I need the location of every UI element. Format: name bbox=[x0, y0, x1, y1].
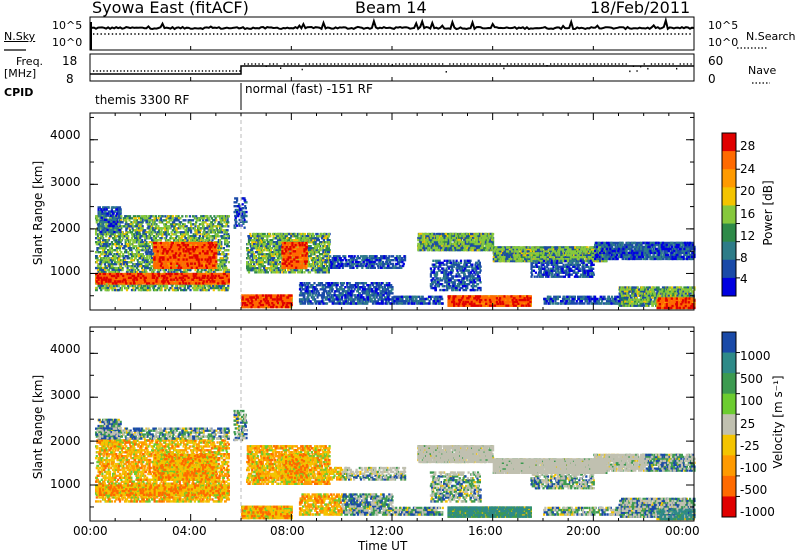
velocity-cb-tick-neg500: -500 bbox=[740, 483, 768, 497]
velocity-colorbar-swatch-2 bbox=[722, 373, 736, 395]
velocity-cb-tick-100: 100 bbox=[740, 394, 763, 408]
power-cells-5 bbox=[95, 241, 696, 310]
power-cb-tick-16: 16 bbox=[740, 207, 756, 221]
cpid-label: CPID bbox=[4, 86, 34, 99]
velocity-ytick-2000: 2000 bbox=[50, 434, 81, 448]
velocity-cb-tick-1000: 1000 bbox=[740, 349, 771, 363]
velocity-cb-tick-neg100: -100 bbox=[740, 461, 768, 475]
nave-label: Nave bbox=[748, 64, 777, 77]
power-cells-6 bbox=[95, 241, 696, 310]
nave-tick-top: 60 bbox=[708, 54, 724, 68]
velocity-colorbar-swatch-3 bbox=[722, 393, 736, 415]
xtick-0000: 00:00 bbox=[73, 524, 108, 538]
power-colorbar-swatch-4 bbox=[722, 205, 736, 225]
nsky-tick-bottom: 10^0 bbox=[52, 36, 83, 49]
cpid-mode-normal: normal (fast) -151 RF bbox=[245, 82, 373, 96]
xtick-0400: 04:00 bbox=[172, 524, 207, 538]
date-label: 18/Feb/2011 bbox=[590, 0, 691, 17]
power-ytick-3000: 3000 bbox=[50, 175, 81, 189]
nsearch-tick-top: 10^5 bbox=[708, 19, 739, 32]
power-cb-tick-24: 24 bbox=[740, 162, 756, 176]
power-cells-2 bbox=[95, 197, 696, 307]
beam-label: Beam 14 bbox=[355, 0, 427, 17]
velocity-ytick-3000: 3000 bbox=[50, 388, 81, 402]
velocity-cells-6 bbox=[96, 411, 696, 518]
power-ytick-1000: 1000 bbox=[50, 264, 81, 278]
power-ytick-4000: 4000 bbox=[50, 128, 81, 142]
velocity-colorbar-swatch-5 bbox=[722, 434, 736, 456]
velocity-cb-tick-500: 500 bbox=[740, 372, 763, 386]
nsky-trace bbox=[90, 16, 695, 31]
velocity-cells-7 bbox=[447, 506, 696, 521]
freq-panel-frame bbox=[89, 53, 695, 82]
power-colorbar-swatch-2 bbox=[722, 169, 736, 188]
xtick-1200: 12:00 bbox=[369, 524, 404, 538]
xlabel: Time UT bbox=[358, 539, 408, 553]
velocity-colorbar-swatch-0 bbox=[722, 332, 736, 354]
power-colorbar-frame bbox=[721, 132, 737, 297]
nsearch-label: N.Search bbox=[746, 30, 796, 43]
power-ytick-2000: 2000 bbox=[50, 221, 81, 235]
power-colorbar-swatch-0 bbox=[722, 133, 736, 152]
freq-tick-bottom: 8 bbox=[66, 72, 74, 86]
velocity-colorbar-swatch-1 bbox=[722, 352, 736, 374]
freq-label: Freq. bbox=[16, 55, 44, 68]
nsky-tick-top: 10^5 bbox=[52, 19, 83, 32]
power-colorbar-swatch-8 bbox=[722, 277, 736, 297]
power-colorbar-swatch-7 bbox=[722, 259, 736, 279]
velocity-colorbar-swatch-6 bbox=[722, 455, 736, 477]
xtick-1600: 16:00 bbox=[468, 524, 503, 538]
nave-tick-bottom: 0 bbox=[708, 72, 716, 86]
velocity-ytick-1000: 1000 bbox=[50, 477, 81, 491]
freq-unit: [MHz] bbox=[4, 67, 37, 80]
nsearch-tick-bottom: 10^0 bbox=[708, 36, 739, 49]
velocity-cb-tick-neg1000: -1000 bbox=[740, 505, 775, 519]
velocity-colorbar-swatch-4 bbox=[722, 414, 736, 436]
power-cb-tick-12: 12 bbox=[740, 229, 756, 243]
power-colorbar-swatch-6 bbox=[722, 241, 736, 261]
xtick-2000: 20:00 bbox=[566, 524, 601, 538]
velocity-cells-5 bbox=[95, 413, 696, 518]
velocity-colorbar-swatch-8 bbox=[722, 496, 736, 518]
nsky-label: N.Sky bbox=[4, 30, 36, 43]
velocity-cells-2 bbox=[95, 411, 696, 521]
velocity-cb-tick-neg25: -25 bbox=[740, 439, 760, 453]
power-colorbar-swatch-3 bbox=[722, 187, 736, 206]
xtick-0800: 08:00 bbox=[270, 524, 305, 538]
power-cells-3 bbox=[95, 215, 696, 310]
velocity-colorbar-swatch-7 bbox=[722, 475, 736, 497]
power-cb-tick-28: 28 bbox=[740, 139, 756, 153]
freq-tick-top: 18 bbox=[62, 54, 78, 68]
power-colorbar-swatch-1 bbox=[722, 151, 736, 170]
power-cb-tick-20: 20 bbox=[740, 184, 756, 198]
xtick-0000-end: 00:00 bbox=[665, 524, 700, 538]
velocity-cb-tick-25: 25 bbox=[740, 417, 756, 431]
velocity-ytick-4000: 4000 bbox=[50, 342, 81, 356]
velocity-colorbar-frame bbox=[721, 331, 737, 518]
freq-trace bbox=[90, 65, 694, 75]
power-cb-tick-8: 8 bbox=[740, 251, 748, 265]
power-cb-tick-4: 4 bbox=[740, 272, 748, 286]
cpid-mode-themis: themis 3300 RF bbox=[95, 93, 190, 107]
radar-title: Syowa East (fitACF) bbox=[92, 0, 249, 17]
nave-dots bbox=[93, 63, 692, 73]
power-colorbar-swatch-5 bbox=[722, 223, 736, 243]
